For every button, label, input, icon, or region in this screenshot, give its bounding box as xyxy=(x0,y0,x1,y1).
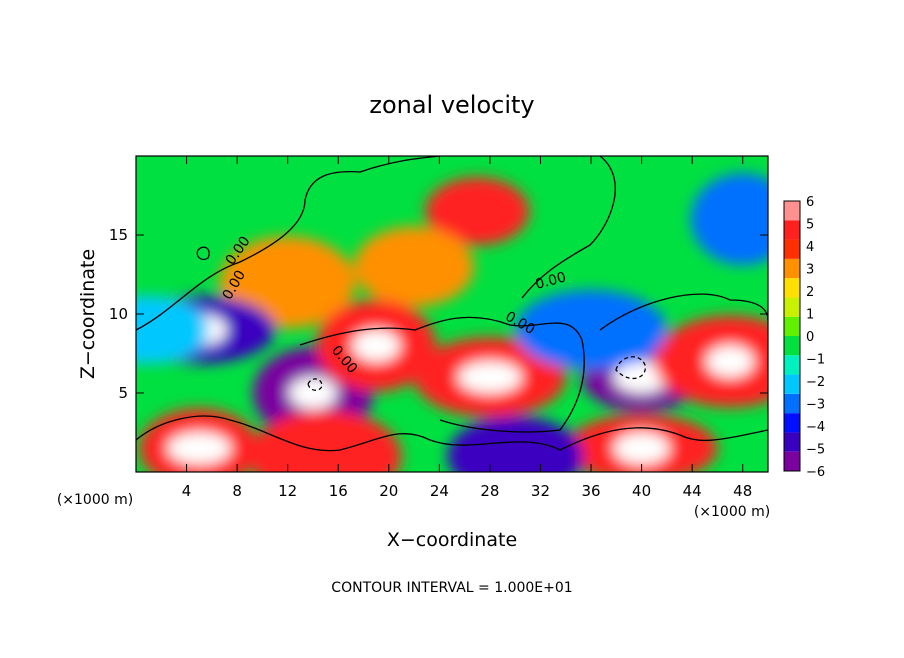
colorbar-tick-label: 4 xyxy=(806,240,814,255)
colorbar-tick-label: 2 xyxy=(806,285,814,300)
x-tick-label: 32 xyxy=(531,482,550,500)
colorbar-tick-label: −4 xyxy=(806,420,825,435)
field-feature xyxy=(219,236,356,329)
colorbar-tick-label: −1 xyxy=(806,353,825,368)
zero-contour xyxy=(136,156,768,452)
colorbar-tick-label: −5 xyxy=(806,443,825,458)
zero-contour-bottom xyxy=(136,415,768,452)
y-tick-label: 10 xyxy=(109,305,128,323)
field-feature xyxy=(515,289,668,370)
contour-interval-note: CONTOUR INTERVAL = 1.000E+01 xyxy=(331,580,572,596)
colorbar-swatch xyxy=(784,355,800,375)
colorbar-frame xyxy=(783,200,801,472)
colorbar-swatch xyxy=(784,413,800,433)
zero-contour-loop-1 xyxy=(196,246,210,261)
field-feature xyxy=(352,329,401,362)
x-axis-unit-left: (×1000 m) xyxy=(57,492,133,508)
colorbar-tick-label: −6 xyxy=(806,465,825,480)
colorbar-swatch xyxy=(784,316,800,336)
colorbar-swatch xyxy=(784,336,800,356)
field-feature xyxy=(706,345,755,378)
colorbar-tick-label: 1 xyxy=(806,308,814,323)
colorbar-swatch xyxy=(784,258,800,279)
colorbar-swatch xyxy=(784,220,800,240)
colorbar-swatch xyxy=(784,374,800,394)
x-tick-label: 48 xyxy=(733,482,752,500)
colorbar-tick-label: 3 xyxy=(806,263,814,278)
negative-contour-1 xyxy=(615,356,646,380)
velocity-field xyxy=(136,173,768,472)
field-feature xyxy=(354,226,475,307)
x-tick-label: 36 xyxy=(581,482,600,500)
colorbar-tick-label: 6 xyxy=(806,195,814,210)
x-tick-label: 16 xyxy=(329,482,348,500)
colorbar-swatch xyxy=(784,432,800,452)
y-axis-ticks: 5 10 15 xyxy=(109,226,768,402)
colorbar-swatch xyxy=(784,239,800,259)
chart-title: zonal velocity xyxy=(369,91,534,119)
zero-contour-upper xyxy=(136,156,441,331)
x-tick-label: 4 xyxy=(182,482,192,500)
x-tick-label: 20 xyxy=(379,482,398,500)
colorbar-swatch xyxy=(784,451,800,471)
x-tick-label: 28 xyxy=(480,482,499,500)
x-axis-ticks: 4 8 12 16 20 24 28 32 36 40 44 48 xyxy=(182,156,752,500)
x-axis-label: X−coordinate xyxy=(387,529,517,551)
colorbar-swatch xyxy=(784,201,800,221)
x-tick-label: 12 xyxy=(278,482,297,500)
field-feature xyxy=(613,432,670,465)
field-feature xyxy=(136,295,209,364)
y-tick-label: 15 xyxy=(109,226,128,244)
colorbar-swatch xyxy=(784,278,800,298)
colorbar: 6 5 4 3 2 1 0 −1 −2 −3 −4 −5 −6 xyxy=(783,195,825,480)
colorbar-swatch xyxy=(784,297,800,317)
zero-contour-right xyxy=(521,156,616,299)
zero-contour-east xyxy=(599,293,768,331)
colorbar-tick-label: 5 xyxy=(806,218,814,233)
colorbar-tick-label: −3 xyxy=(806,398,825,413)
x-tick-label: 44 xyxy=(683,482,702,500)
field-feature xyxy=(690,173,768,266)
x-tick-label: 8 xyxy=(232,482,242,500)
field-feature xyxy=(425,177,530,246)
field-feature xyxy=(457,361,522,394)
y-tick-label: 5 xyxy=(118,384,128,402)
y-axis-label: Z−coordinate xyxy=(77,249,99,379)
field-feature xyxy=(288,377,337,409)
field-feature xyxy=(249,410,402,472)
x-tick-label: 40 xyxy=(632,482,651,500)
colorbar-swatch xyxy=(784,393,800,414)
x-axis-unit-right: (×1000 m) xyxy=(694,504,770,520)
x-tick-label: 24 xyxy=(430,482,449,500)
field-feature xyxy=(167,432,232,465)
colorbar-tick-label: 0 xyxy=(806,330,814,345)
zero-contour-mid xyxy=(299,316,585,433)
field-feature xyxy=(447,416,584,472)
colorbar-tick-label: −2 xyxy=(806,375,825,390)
contour-label: 0.00 xyxy=(534,269,568,293)
plot-area xyxy=(136,156,768,472)
